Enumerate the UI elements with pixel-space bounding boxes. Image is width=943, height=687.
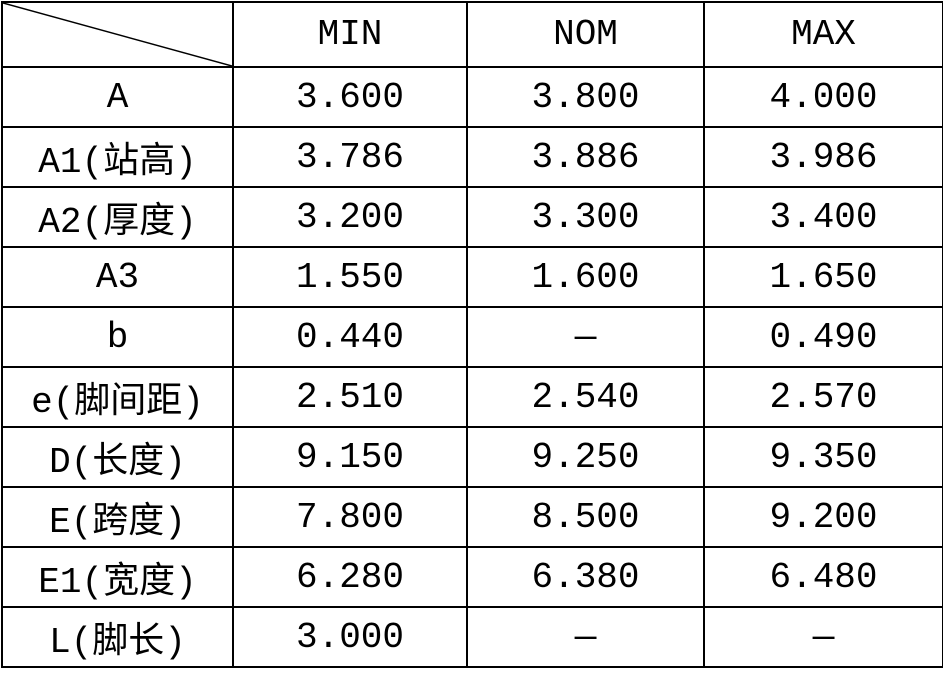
cell-nom: 3.800 [466,66,705,128]
cell-max: 2.570 [703,366,943,428]
header-nom: NOM [466,1,705,68]
dimension-table: MIN NOM MAX A 3.600 3.800 4.000 A1(站高) 3.786 3… [1,1,943,668]
cell-max: 9.200 [703,486,943,548]
cell-param: A1(站高) [1,126,234,188]
header-row: MIN NOM MAX [1,1,943,68]
cell-min: 1.550 [232,246,468,308]
table-row: D(长度) 9.150 9.250 9.350 [1,426,943,488]
cell-nom: 3.886 [466,126,705,188]
cell-param: b [1,306,234,368]
cell-nom: 9.250 [466,426,705,488]
cell-nom: 1.600 [466,246,705,308]
table-row: A3 1.550 1.600 1.650 [1,246,943,308]
cell-param: L(脚长) [1,606,234,668]
corner-cell [1,1,234,68]
table-row: A 3.600 3.800 4.000 [1,66,943,128]
cell-param: E(跨度) [1,486,234,548]
cell-nom: — [466,306,705,368]
cell-nom: 3.300 [466,186,705,248]
cell-max: 4.000 [703,66,943,128]
diagonal-line [3,3,232,66]
cell-min: 2.510 [232,366,468,428]
cell-max: 0.490 [703,306,943,368]
cell-min: 3.600 [232,66,468,128]
cell-param: D(长度) [1,426,234,488]
table-row: e(脚间距) 2.510 2.540 2.570 [1,366,943,428]
cell-nom: 6.380 [466,546,705,608]
cell-param: e(脚间距) [1,366,234,428]
cell-max: 3.986 [703,126,943,188]
header-max: MAX [703,1,943,68]
cell-max: 3.400 [703,186,943,248]
table-row: L(脚长) 3.000— — [1,606,943,668]
table-row: b 0.440—0.490 [1,306,943,368]
table-row: A2(厚度) 3.200 3.300 3.400 [1,186,943,248]
cell-max: 9.350 [703,426,943,488]
cell-min: 6.280 [232,546,468,608]
cell-param: A3 [1,246,234,308]
cell-nom: 8.500 [466,486,705,548]
cell-max: 1.650 [703,246,943,308]
cell-min: 3.000 [232,606,468,668]
cell-nom: 2.540 [466,366,705,428]
cell-min: 0.440 [232,306,468,368]
table-row: A1(站高) 3.786 3.886 3.986 [1,126,943,188]
cell-max: 6.480 [703,546,943,608]
table-row: E(跨度) 7.800 8.500 9.200 [1,486,943,548]
cell-param: A2(厚度) [1,186,234,248]
cell-max: — [703,606,943,668]
cell-min: 9.150 [232,426,468,488]
cell-param: E1(宽度) [1,546,234,608]
cell-param: A [1,66,234,128]
cell-min: 3.200 [232,186,468,248]
cell-min: 3.786 [232,126,468,188]
cell-nom: — [466,606,705,668]
table-row: E1(宽度) 6.280 6.380 6.480 [1,546,943,608]
cell-min: 7.800 [232,486,468,548]
header-min: MIN [232,1,468,68]
